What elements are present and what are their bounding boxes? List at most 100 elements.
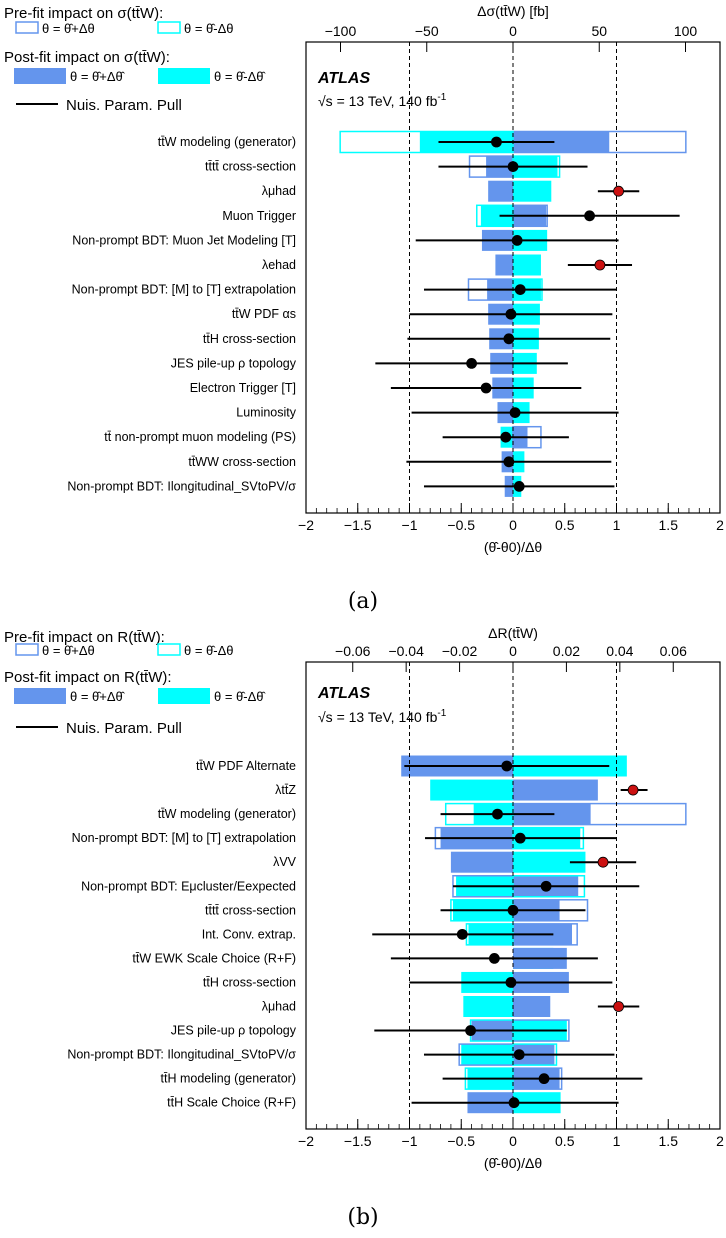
category-label: λehad (262, 258, 296, 272)
top-tick-label: −0.04 (388, 643, 424, 659)
postfit-up-label: θ = θ̂+Δθ̂ (70, 69, 126, 84)
x-tick-label: −1 (402, 1133, 418, 1149)
postfit-down-bar (513, 254, 541, 276)
pull-marker (488, 953, 500, 964)
prefit-down-swatch (157, 21, 181, 34)
category-label: Non-prompt BDT: Muon Jet Modeling [T] (72, 233, 296, 247)
top-tick-label: 0.02 (553, 643, 580, 659)
top-tick-label: −50 (415, 23, 439, 39)
x-tick-label: 1 (613, 1133, 621, 1149)
postfit-down-bar (430, 779, 513, 801)
postfit-down-swatch (158, 688, 210, 704)
panel-b: Pre-fit impact on R(tt̄W): θ = θ̂+Δθ θ =… (4, 625, 724, 1230)
top-tick-label: −100 (325, 23, 357, 39)
postfit-up-label: θ = θ̂+Δθ̂ (70, 689, 126, 704)
top-tick-label: −0.02 (442, 643, 478, 659)
pull-legend-label: Nuis. Param. Pull (66, 97, 182, 114)
prefit-up-label: θ = θ̂+Δθ (42, 643, 95, 658)
category-label: tt̄H cross-section (203, 332, 296, 346)
x-tick-label: −1.5 (344, 1133, 372, 1149)
pull-marker (513, 1049, 525, 1060)
category-label: Int. Conv. extrap. (202, 927, 296, 941)
x-tick-label: −2 (298, 517, 314, 533)
pull-marker (492, 808, 503, 820)
legend-b: Pre-fit impact on R(tt̄W): θ = θ̂+Δθ θ =… (4, 629, 267, 737)
postfit-up-bar (513, 996, 551, 1017)
norm-factor-marker (627, 784, 639, 796)
category-label: JES pile-up ρ topology (171, 1024, 297, 1038)
x-tick-label: −2 (298, 1133, 314, 1149)
x-tick-label: 0.5 (555, 517, 575, 533)
x-tick-label: 2 (716, 1133, 724, 1149)
category-label: Non-prompt BDT: [M] to [T] extrapolation (72, 831, 296, 845)
postfit-up-swatch (14, 68, 66, 84)
postfit-down-bar (480, 205, 513, 227)
postfit-up-swatch (14, 688, 66, 704)
category-label: tt̄H cross-section (203, 975, 296, 989)
prefit-down-label: θ = θ̂-Δθ (184, 21, 234, 36)
x-tick-label: 0 (509, 517, 517, 533)
pull-marker (584, 210, 595, 222)
category-label: tt̄H Scale Choice (R+F) (167, 1096, 296, 1110)
x-tick-label: 1 (613, 517, 621, 533)
category-label: Muon Trigger (222, 209, 296, 223)
postfit-up-bar (513, 131, 610, 153)
legend-a: Pre-fit impact on σ(tt̄W): θ = θ̂+Δθ θ =… (4, 5, 267, 114)
pull-marker (505, 977, 517, 988)
x-tick-label: −0.5 (447, 1133, 475, 1149)
pull-marker (514, 832, 526, 844)
panel-caption: (a) (348, 589, 378, 614)
top-tick-label: 0 (509, 23, 517, 39)
pull-marker (511, 234, 523, 246)
postfit-down-swatch (158, 68, 210, 84)
plot-a (305, 41, 721, 514)
postfit-title: Post-fit impact on R(tt̄W): (4, 669, 172, 686)
pull-marker (500, 431, 512, 443)
x-tick-label: 2 (716, 517, 724, 533)
pull-marker (540, 880, 552, 892)
category-label: tt̄ non-prompt muon modeling (PS) (104, 430, 296, 444)
postfit-down-bar (513, 851, 586, 873)
norm-factor-marker (613, 1001, 624, 1012)
category-labels-b: tt̄W PDF Alternate λtt̄Z tt̄W modeling (ge… (67, 759, 296, 1110)
category-label: λVV (273, 855, 297, 869)
energy-label: √s = 13 TeV, 140 fb-1 (318, 92, 447, 109)
postfit-down-bar (463, 996, 513, 1017)
category-label: tt̄H modeling (generator) (161, 1072, 296, 1086)
bottom-axis-title: (θ̂-θ0)/Δθ (484, 1155, 543, 1171)
atlas-label: ATLAS (317, 685, 370, 702)
prefit-title: Pre-fit impact on R(tt̄W): (4, 629, 165, 646)
prefit-down-swatch (157, 643, 181, 656)
category-labels-a: tt̄W modeling (generator) tt̄tt̄ cross-se… (67, 135, 296, 493)
pull-marker (501, 760, 513, 772)
category-label: λtt̄Z (275, 783, 296, 797)
postfit-up-bar (495, 254, 513, 276)
pull-marker (503, 456, 515, 468)
category-label: Non-prompt BDT: Ilongitudinal_SVtoPV/σ (67, 479, 296, 493)
category-label: Non-prompt BDT: Ilongitudinal_SVtoPV/σ (67, 1048, 296, 1062)
category-label: tt̄W modeling (generator) (158, 135, 296, 149)
pull-marker (456, 928, 468, 940)
pull-marker (503, 333, 515, 345)
top-tick-label: 0 (509, 643, 517, 659)
pull-marker (509, 407, 521, 419)
top-tick-label: 0.04 (606, 643, 633, 659)
category-label: tt̄W modeling (generator) (158, 807, 296, 821)
top-axis-ticks: −0.06 −0.04 −0.02 0 0.02 0.04 0.06 (335, 643, 687, 672)
prefit-up-swatch (15, 21, 39, 34)
atlas-label: ATLAS (317, 70, 370, 87)
pull-marker (491, 136, 502, 148)
pull-marker (513, 480, 525, 492)
category-label: λμhad (262, 1000, 296, 1014)
category-label: tt̄W EWK Scale Choice (R+F) (132, 951, 296, 965)
prefit-down-label: θ = θ̂-Δθ (184, 643, 234, 658)
x-tick-label: 1.5 (659, 1133, 679, 1149)
postfit-title: Post-fit impact on σ(tt̄W): (4, 49, 170, 66)
energy-label: √s = 13 TeV, 140 fb-1 (318, 708, 447, 725)
category-label: tt̄WW cross-section (188, 455, 296, 469)
top-tick-label: 0.06 (660, 643, 687, 659)
x-tick-label: 1.5 (659, 517, 679, 533)
top-tick-label: −0.06 (335, 643, 371, 659)
norm-factor-marker (613, 185, 624, 197)
category-label: Non-prompt BDT: [M] to [T] extrapolation (72, 283, 296, 297)
